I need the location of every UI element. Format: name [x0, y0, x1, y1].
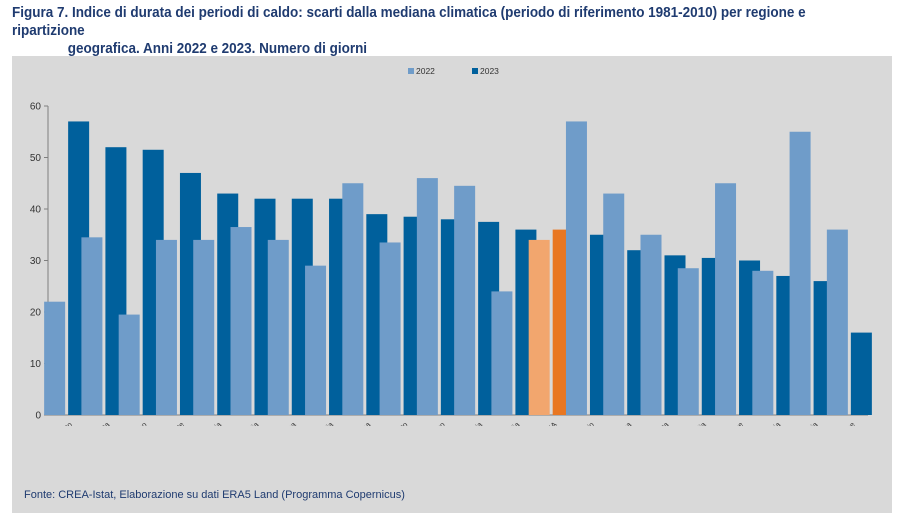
bar-chart: 0 10 20 30 40 50 60 TrentoValle d'Aosta Bolzano P… — [30, 66, 872, 426]
x-tick-label: Lazio — [577, 420, 596, 426]
bar-2022-umbria — [789, 131, 811, 415]
bar-2022-friuli-venezia-giulia — [491, 291, 513, 415]
bar-2022-lazio — [565, 121, 587, 415]
bar-2022-marche — [826, 229, 848, 415]
bar-2022-piemonte — [155, 239, 177, 415]
y-tick-label: 40 — [30, 205, 42, 216]
x-tick-label: Calabria — [756, 419, 783, 426]
bar-2022-liguria — [454, 185, 476, 415]
y-tick-label: 60 — [30, 102, 42, 113]
legend-label-2023: 2023 — [480, 66, 499, 76]
y-tick-label: 30 — [30, 256, 42, 267]
bar-2022-emilia-romagna — [267, 239, 289, 415]
y-tick-label: 50 — [30, 153, 42, 164]
chart-panel: 0 10 20 30 40 50 60 TrentoValle d'Aosta Bolzano P… — [12, 56, 892, 513]
x-tick-label: Marche — [833, 420, 857, 426]
bar-2022-basilicata — [640, 234, 662, 415]
x-tick-label: Piemonte — [157, 420, 186, 426]
x-tick-label: Molise — [723, 420, 745, 426]
source-note: Fonte: CREA-Istat, Elaborazione su dati … — [24, 489, 405, 501]
x-tick-label: ITALIA — [536, 420, 558, 426]
bar-2022-toscana — [342, 183, 364, 415]
bar-2022-italia — [528, 239, 550, 415]
x-tick-label: Umbria — [796, 419, 820, 426]
x-tick-label: Puglia — [314, 419, 336, 426]
bar-2022-veneto — [379, 242, 401, 415]
x-tick-label: Basilicata — [641, 419, 671, 426]
bar-2022-trento — [44, 301, 66, 415]
x-tick-label: Lombardia — [229, 419, 261, 426]
bar-2022-sardegna — [603, 193, 625, 415]
x-tick-label: Valle d'Aosta — [75, 419, 112, 426]
y-tick-label: 0 — [35, 411, 41, 422]
x-tick-label: Liguria — [462, 419, 485, 426]
x-tick-label: Veneto — [387, 420, 410, 426]
bar-2022-campania — [193, 239, 215, 415]
x-tick-label: Sicilia — [687, 419, 708, 426]
bar-2023-marche — [850, 332, 872, 415]
bar-2022-calabria — [752, 270, 774, 415]
x-tick-label: Trento — [53, 420, 75, 426]
x-tick-label: Abruzzo — [421, 420, 447, 426]
x-tick-label: Campania — [193, 419, 224, 426]
legend-label-2022: 2022 — [416, 66, 435, 76]
x-tick-label: Emilia-Romagna — [252, 419, 298, 426]
x-tick-label: Bolzano — [123, 420, 149, 426]
bar-2022-molise — [715, 183, 737, 415]
x-tick-label: Sardegna — [604, 419, 634, 426]
bar-2022-abruzzo — [416, 178, 438, 415]
bar-2022-valle-d-aosta — [81, 237, 103, 415]
legend-swatch-2022 — [408, 68, 414, 74]
bar-2022-bolzano — [118, 314, 140, 415]
bar-2022-sicilia — [677, 268, 699, 415]
x-tick-label: Toscana — [346, 419, 373, 426]
legend-swatch-2023 — [472, 68, 478, 74]
y-tick-label: 20 — [30, 308, 42, 319]
figure-title-line1: Figura 7. Indice di durata dei periodi d… — [12, 5, 806, 39]
figure-title-line2: geografica. Anni 2022 e 2023. Numero di … — [67, 41, 368, 57]
bar-2022-puglia — [305, 265, 327, 415]
y-tick-label: 10 — [30, 359, 42, 370]
bar-2022-lombardia — [230, 227, 252, 415]
figure-title: Figura 7. Indice di durata dei periodi d… — [12, 4, 830, 58]
